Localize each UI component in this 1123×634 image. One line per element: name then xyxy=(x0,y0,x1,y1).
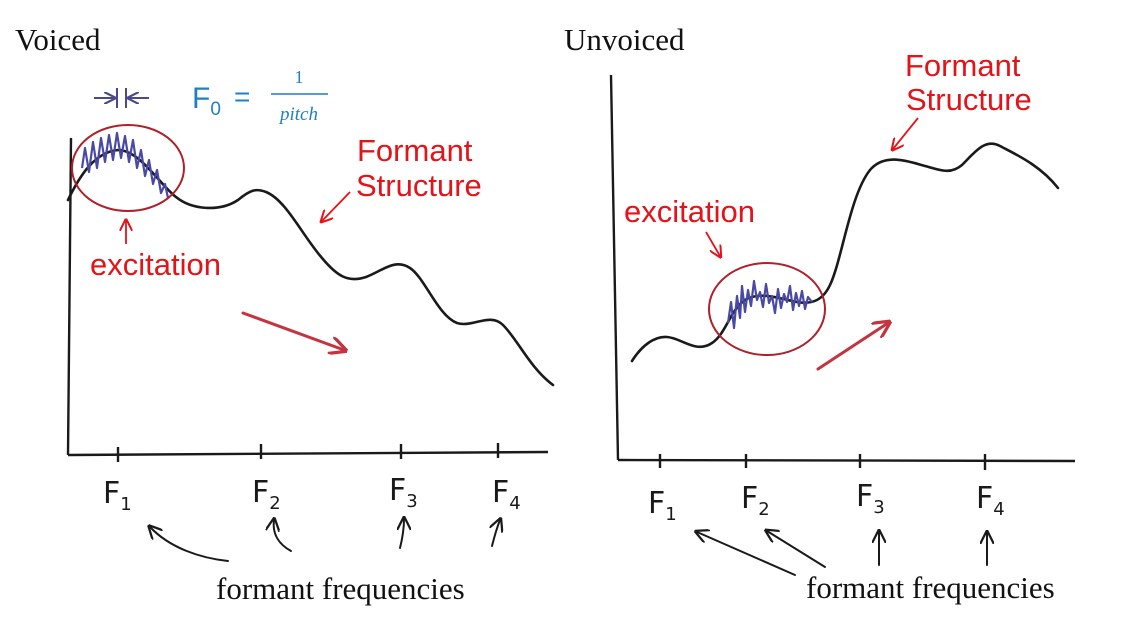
voiced-excitation-label: excitation xyxy=(90,247,221,282)
unvoiced-formant-arrow xyxy=(893,117,919,149)
voiced-trend-arrow xyxy=(241,311,344,350)
unvoiced-excitation-noise xyxy=(726,279,813,330)
svg-text:F0: F0 xyxy=(192,82,221,120)
pitch-spacing-marker xyxy=(94,88,149,108)
voiced-tick-f2: F2 xyxy=(252,475,281,514)
voiced-tick-f3-main: F xyxy=(389,473,406,508)
voiced-tick-f2-sub: 2 xyxy=(269,493,280,514)
unvoiced-tick-f4: F4 xyxy=(976,481,1005,520)
unvoiced-axes xyxy=(609,74,1076,470)
unvoiced-title: Unvoiced xyxy=(564,22,685,57)
unvoiced-tick-f1-sub: 1 xyxy=(665,504,676,525)
f0-denominator: pitch xyxy=(278,104,318,125)
voiced-title: Voiced xyxy=(15,22,101,57)
unvoiced-formant-label-line1: Formant xyxy=(905,48,1021,83)
unvoiced-formant-label: Formant Structure xyxy=(905,48,1032,117)
unvoiced-tick-f1: F1 xyxy=(648,486,677,525)
voiced-excitation-circle xyxy=(71,124,185,212)
f0-numerator: 1 xyxy=(295,67,304,87)
voiced-tick-f3-sub: 3 xyxy=(406,491,417,512)
voiced-formant-arrow xyxy=(322,191,351,221)
unvoiced-pointer-f1 xyxy=(697,532,796,576)
voiced-axes xyxy=(66,137,549,462)
voiced-formant-label: Formant Structure xyxy=(356,133,482,203)
unvoiced-excitation-label: excitation xyxy=(624,194,755,229)
voiced-tick-f2-main: F xyxy=(252,475,269,510)
f0-equals: = xyxy=(234,81,250,112)
voiced-pointer-f3 xyxy=(400,519,404,549)
unvoiced-tick-f2: F2 xyxy=(741,481,770,520)
voiced-caption: formant frequencies xyxy=(216,571,465,606)
unvoiced-tick-f2-sub: 2 xyxy=(758,499,769,520)
unvoiced-panel: Unvoiced excitation Formant Structure F1… xyxy=(564,22,1076,605)
unvoiced-tick-f3-main: F xyxy=(856,479,873,514)
voiced-pointer-f4 xyxy=(492,520,500,547)
voiced-excitation-harmonics xyxy=(80,131,170,199)
f0-subscript: 0 xyxy=(210,99,221,120)
voiced-pointer-f1 xyxy=(150,527,229,562)
voiced-tick-f1-sub: 1 xyxy=(120,494,131,515)
unvoiced-spectrum-curve xyxy=(630,142,1060,363)
unvoiced-tick-f4-sub: 4 xyxy=(993,499,1004,520)
unvoiced-excitation-arrow xyxy=(705,231,720,256)
unvoiced-tick-f3-sub: 3 xyxy=(873,497,884,518)
voiced-tick-pointers xyxy=(150,519,500,562)
voiced-tick-f1: F1 xyxy=(103,476,132,515)
voiced-tick-f4: F4 xyxy=(492,475,521,514)
unvoiced-formant-label-line2: Structure xyxy=(906,82,1032,117)
voiced-panel: Voiced F0 = 1 pitch xyxy=(15,22,555,606)
unvoiced-tick-f4-main: F xyxy=(976,481,993,516)
unvoiced-tick-pointers xyxy=(697,531,987,576)
voiced-formant-label-line2: Structure xyxy=(356,168,482,203)
unvoiced-pointer-f2 xyxy=(767,531,826,568)
voiced-tick-f4-sub: 4 xyxy=(509,493,520,514)
voiced-tick-f4-main: F xyxy=(492,475,509,510)
unvoiced-trend-arrow xyxy=(816,323,888,371)
unvoiced-excitation-circle xyxy=(708,262,826,356)
f0-symbol: F xyxy=(192,82,210,115)
voiced-tick-f1-main: F xyxy=(103,476,120,511)
unvoiced-tick-f3: F3 xyxy=(856,479,885,518)
voiced-pointer-f2 xyxy=(274,520,292,552)
unvoiced-caption: formant frequencies xyxy=(806,570,1055,605)
unvoiced-tick-f1-main: F xyxy=(648,486,665,521)
f0-formula: F0 = 1 pitch xyxy=(192,67,328,125)
voiced-tick-f3: F3 xyxy=(389,473,418,512)
unvoiced-tick-f2-main: F xyxy=(741,481,758,516)
voiced-formant-label-line1: Formant xyxy=(357,133,473,168)
